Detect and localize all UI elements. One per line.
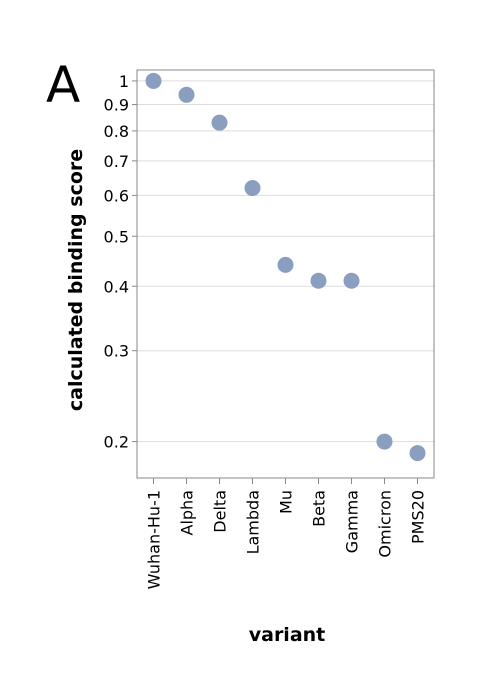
- y-axis-title: calculated binding score: [65, 149, 87, 411]
- data-point: [277, 256, 294, 273]
- x-tick-label: Lambda: [244, 490, 263, 554]
- data-point: [178, 86, 195, 103]
- data-point: [409, 445, 426, 462]
- data-points: [145, 72, 426, 462]
- x-tick-label: Beta: [310, 490, 329, 527]
- data-point: [310, 272, 327, 289]
- y-tick-label: 0.6: [104, 186, 129, 205]
- x-tick-label: Mu: [277, 490, 296, 514]
- x-axis: Wuhan-Hu-1 Alpha Delta Lambda Mu Beta Gamma Omi…: [145, 478, 428, 589]
- data-point: [145, 72, 162, 89]
- y-tick-label: 0.3: [104, 342, 129, 361]
- x-tick-label: PMS20: [409, 490, 428, 544]
- panel-label: A: [46, 56, 80, 114]
- x-tick-label: Delta: [211, 490, 230, 533]
- y-tick-label: 0.2: [104, 433, 129, 452]
- x-tick-label: Alpha: [178, 490, 197, 536]
- x-axis-title: variant: [249, 624, 326, 646]
- data-point: [376, 433, 393, 450]
- data-point: [244, 180, 261, 197]
- gridlines: [137, 80, 434, 443]
- data-point: [211, 114, 228, 131]
- y-tick-label: 0.4: [104, 277, 129, 296]
- x-tick-label: Gamma: [343, 490, 362, 553]
- x-tick-label: Omicron: [376, 490, 395, 558]
- y-tick-label: 1: [119, 72, 129, 91]
- y-tick-label: 0.7: [104, 152, 129, 171]
- data-point: [343, 272, 360, 289]
- y-tick-label: 0.8: [104, 122, 129, 141]
- y-axis: 0.2 0.3 0.4 0.5 0.6 0.7 0.8 0.9 1: [104, 72, 137, 452]
- x-tick-label: Wuhan-Hu-1: [145, 490, 164, 589]
- y-tick-label: 0.5: [104, 227, 129, 246]
- y-tick-label: 0.9: [104, 96, 129, 115]
